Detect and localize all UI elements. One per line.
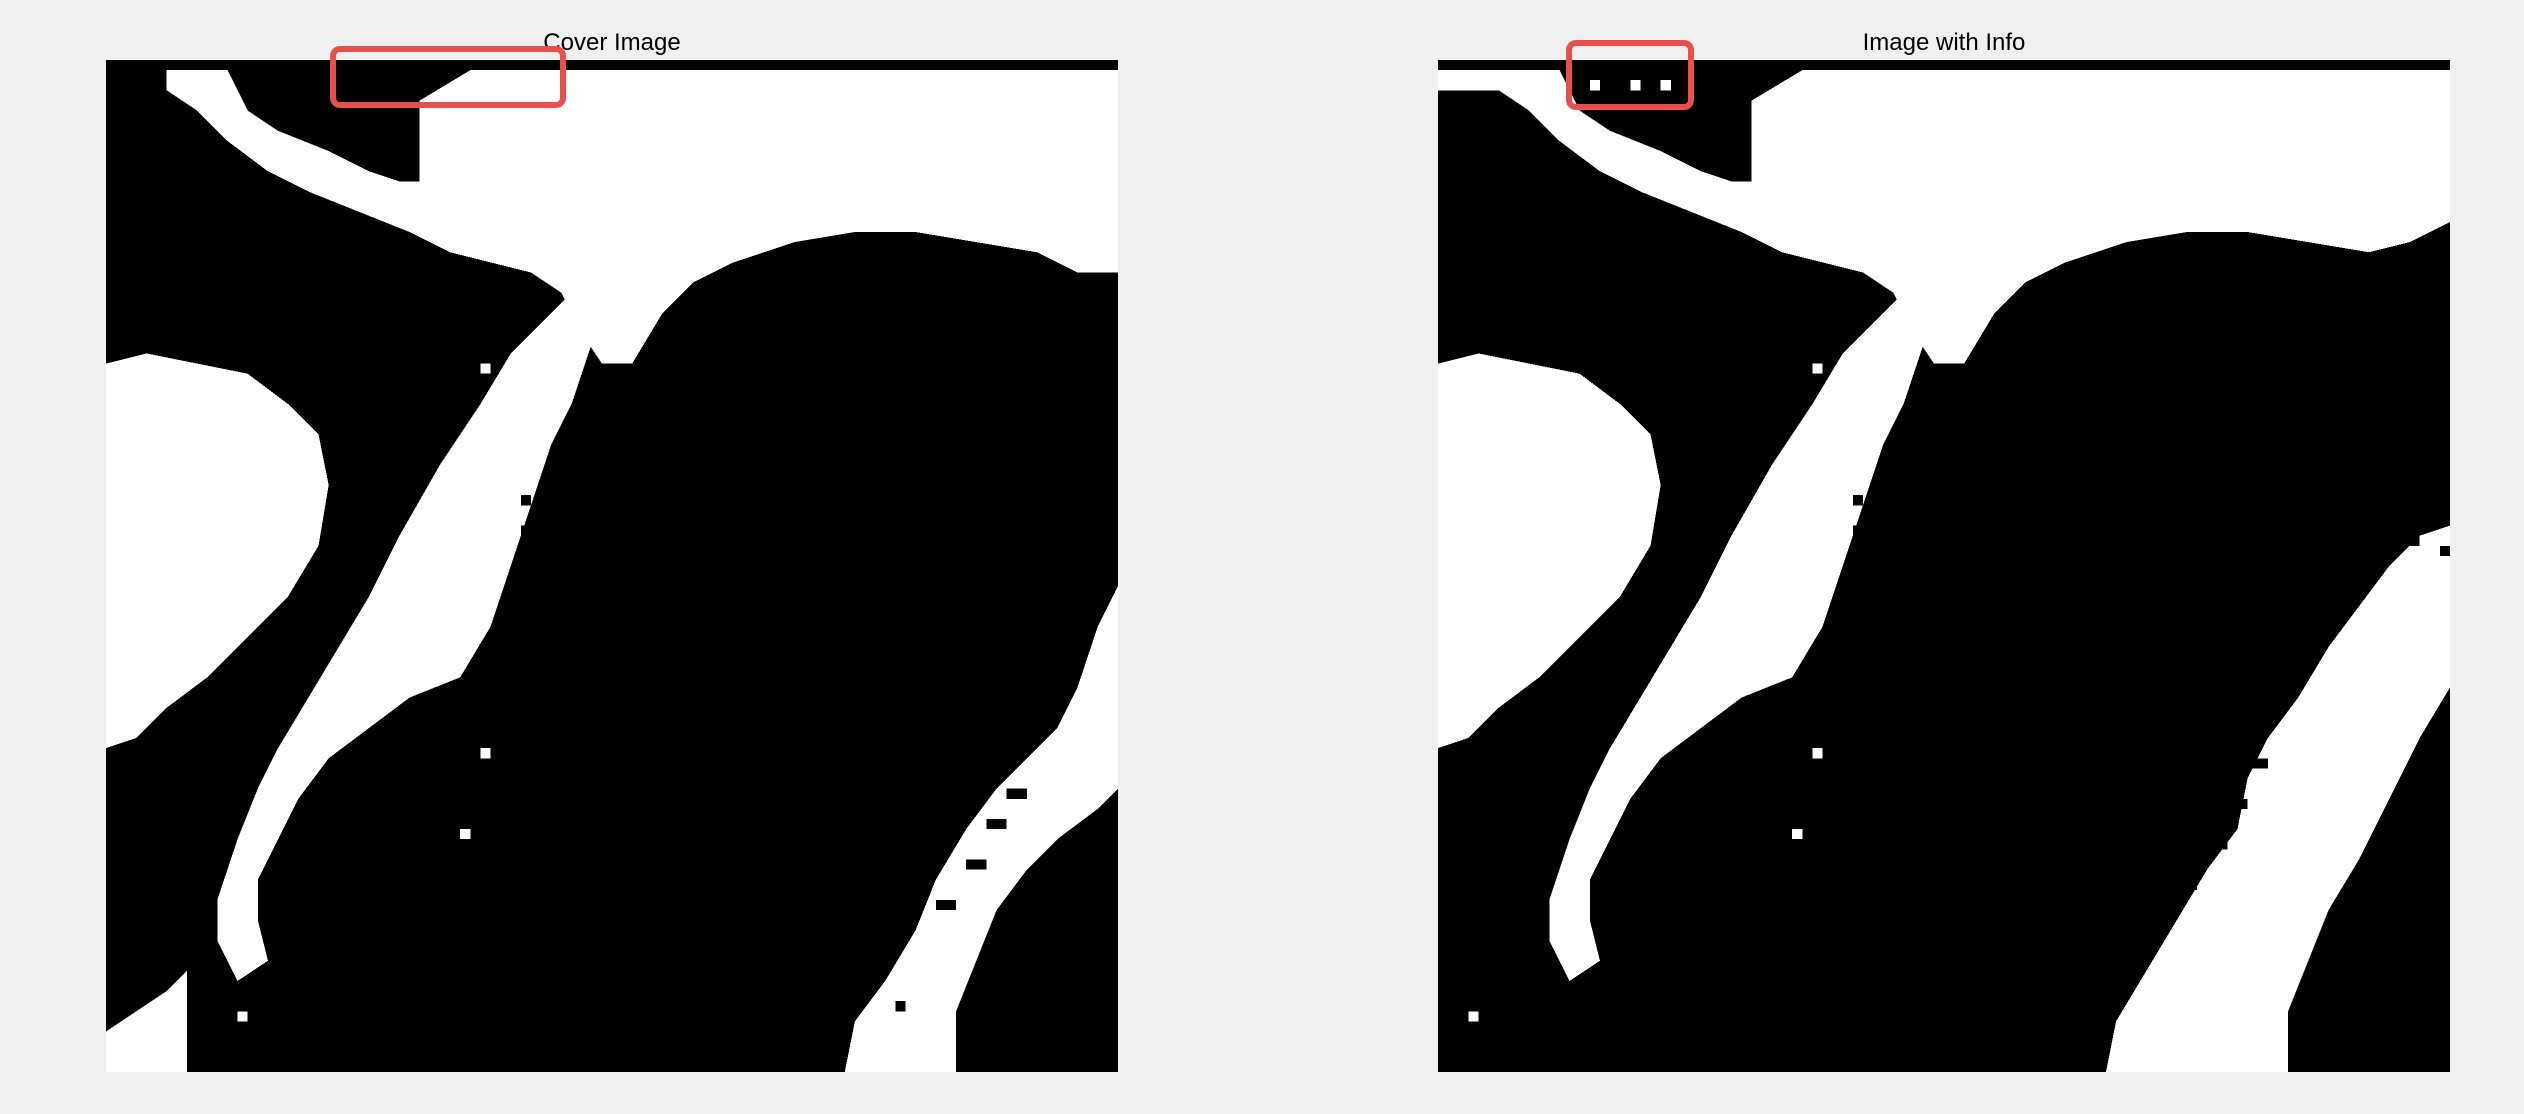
stego-image-panel: Image with Info	[1438, 0, 2450, 1114]
stego-image-title: Image with Info	[1862, 29, 2026, 56]
highlight-region	[330, 46, 566, 108]
cover-image	[106, 60, 1118, 1072]
cover-image-title: Cover Image	[543, 29, 681, 56]
stego-image	[1438, 60, 2450, 1072]
highlight-region	[1566, 40, 1694, 110]
cover-image-panel: Cover Image	[106, 0, 1118, 1114]
